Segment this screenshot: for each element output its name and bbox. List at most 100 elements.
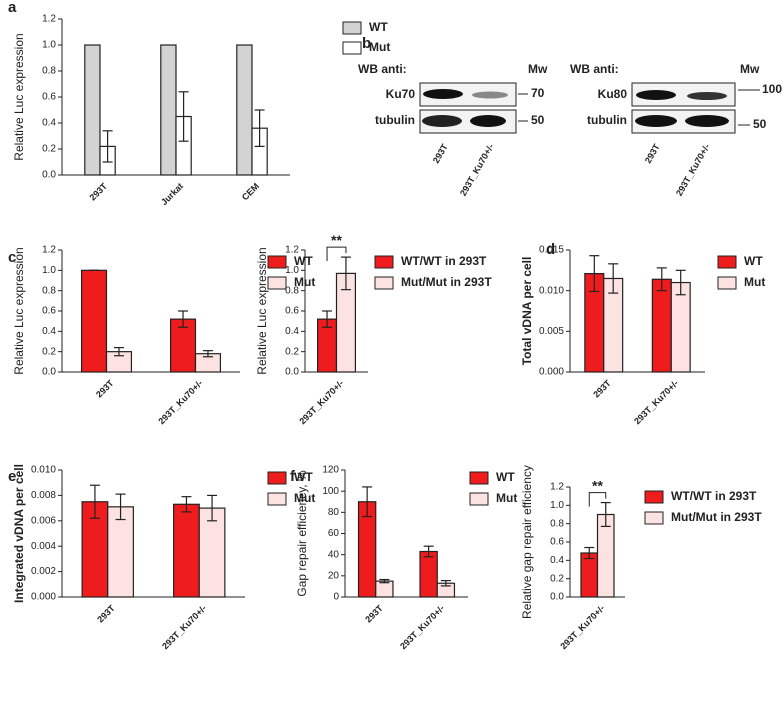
bar [670, 281, 691, 373]
bar [169, 318, 197, 373]
significance-bracket [588, 492, 607, 507]
legend-label: WT/WT in 293T [401, 254, 487, 268]
y-tick-label: 0.2 [550, 573, 564, 584]
y-tick-label: 0 [333, 592, 339, 603]
error-bar [178, 310, 189, 328]
y-tick-label: 0.8 [42, 285, 56, 296]
legend-label: WT [496, 470, 515, 484]
y-tick-label: 1.2 [42, 14, 56, 25]
legend-label: WT/WT in 293T [671, 489, 757, 503]
blot-band [472, 91, 508, 99]
legend-label: Mut [496, 491, 517, 505]
blot-band [470, 115, 506, 127]
y-tick-label: 0.002 [31, 566, 56, 577]
error-bar [362, 486, 373, 518]
blot-band [423, 89, 463, 99]
y-axis-label: Relative Luc expression [12, 33, 26, 160]
y-tick-label: 0.0 [42, 170, 56, 181]
y-tick-label: 0.000 [539, 367, 564, 378]
y-tick-label: 1.2 [42, 245, 56, 256]
lane-label: 293T_Ku70+/- [458, 142, 496, 197]
mw-label: 70 [531, 86, 545, 100]
x-tick-label: 293T [94, 378, 116, 400]
y-tick-label: 0.6 [285, 306, 299, 317]
error-bar [589, 255, 600, 293]
y-tick-label: 120 [322, 465, 339, 476]
y-tick-label: 1.0 [550, 500, 564, 511]
blot-panel: b WB anti: Mw Ku70 tubulin 70 50 293T 29… [358, 35, 782, 198]
error-bar [340, 256, 351, 291]
y-axis-label: Total vDNA per cell [520, 257, 534, 366]
bar [173, 503, 200, 598]
y-tick-label: 0.004 [31, 541, 56, 552]
x-tick-label: 293T [88, 181, 110, 203]
error-bar [89, 484, 100, 519]
bar [107, 506, 134, 598]
antibody-label: Ku70 [386, 87, 416, 101]
y-tick-label: 0.015 [539, 245, 564, 256]
x-tick-label: 293T_Ku70+/- [156, 378, 204, 426]
y-tick-label: 0.8 [42, 66, 56, 77]
bar [651, 278, 672, 373]
y-tick-label: 0.005 [539, 326, 564, 337]
y-tick-label: 0.010 [539, 285, 564, 296]
y-tick-label: 1.2 [550, 482, 564, 493]
y-tick-label: 40 [328, 549, 340, 560]
significance-bracket [326, 246, 347, 262]
y-tick-label: 1.0 [285, 265, 299, 276]
legend-swatch [342, 41, 362, 55]
error-bar [115, 493, 126, 521]
x-tick-label: 293T_Ku70+/- [297, 378, 345, 426]
legend-label: WT [294, 254, 313, 268]
error-bar [254, 109, 265, 147]
bar [375, 580, 394, 598]
error-bar [102, 130, 113, 163]
legend-swatch [267, 492, 287, 506]
x-tick-label: Jurkat [159, 181, 185, 207]
bar [236, 44, 253, 176]
lane-label: 293T [643, 142, 662, 165]
blot-header: WB anti: [358, 62, 407, 76]
x-tick-label: 293T [363, 603, 385, 625]
y-axis-label: Relative gap repair efficiency [520, 465, 534, 619]
legend-swatch [374, 276, 394, 290]
y-tick-label: 0.6 [42, 306, 56, 317]
bar [198, 507, 226, 598]
legend-label: Mut [369, 40, 390, 54]
y-axis-label: Relative Luc expression [12, 247, 26, 374]
legend-label: Mut/Mut in 293T [401, 275, 492, 289]
error-bar [656, 267, 667, 292]
antibody-label: tubulin [587, 113, 627, 127]
bar [419, 550, 438, 598]
y-tick-label: 1.2 [285, 245, 299, 256]
x-tick-label: 293T_Ku70+/- [632, 378, 680, 426]
y-axis-label: Gap repair efficiency, % [295, 470, 309, 597]
blot-band [636, 90, 676, 100]
blot-band [422, 115, 462, 127]
legend-label: WT [744, 254, 763, 268]
y-tick-label: 0.008 [31, 490, 56, 501]
y-tick-label: 0.2 [42, 144, 56, 155]
x-tick-label: 293T [591, 378, 613, 400]
error-bar [322, 310, 333, 328]
y-tick-label: 100 [322, 486, 339, 497]
y-tick-label: 0.006 [31, 515, 56, 526]
bar [84, 44, 101, 176]
legend-swatch [267, 276, 287, 290]
legend-label: Mut/Mut in 293T [671, 510, 762, 524]
y-tick-label: 0.8 [285, 285, 299, 296]
y-tick-label: 60 [328, 528, 340, 539]
legend-swatch [267, 471, 287, 485]
error-bar [423, 545, 434, 558]
y-tick-label: 1.0 [42, 265, 56, 276]
legend-swatch [374, 255, 394, 269]
x-tick-label: 293T_Ku70+/- [398, 603, 446, 651]
mw-label: 50 [531, 113, 545, 127]
y-tick-label: 0.010 [31, 465, 56, 476]
error-bar [202, 350, 213, 358]
y-tick-label: 0.0 [42, 367, 56, 378]
error-bar [440, 579, 451, 587]
legend-label: Mut [744, 275, 765, 289]
error-bar [584, 546, 595, 560]
